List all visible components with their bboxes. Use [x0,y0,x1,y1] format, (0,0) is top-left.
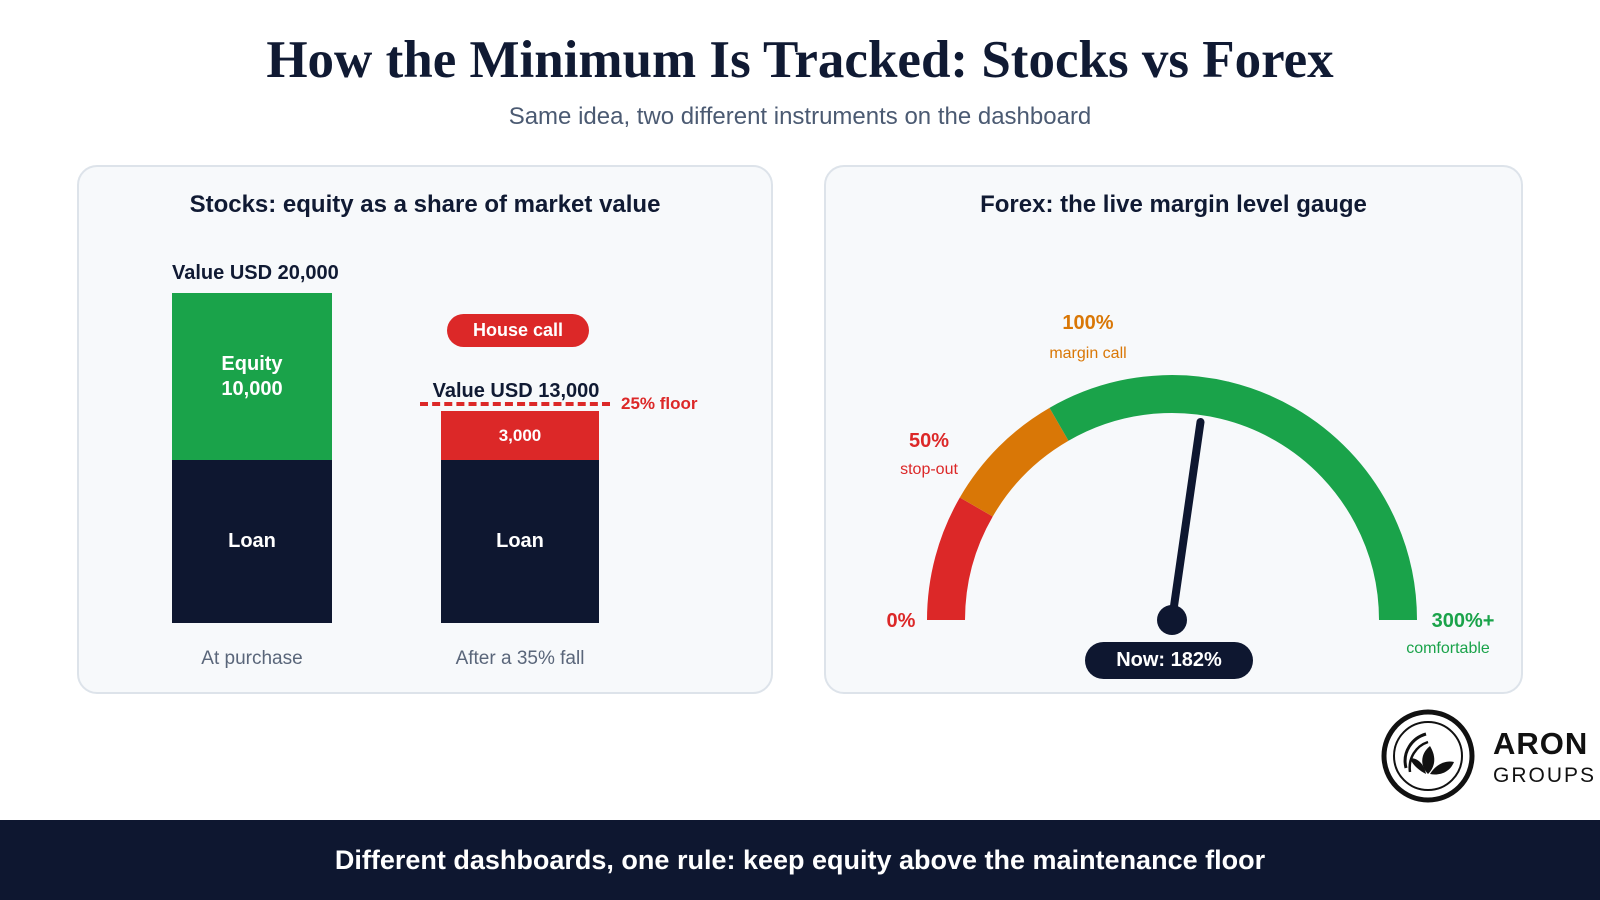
leaf-logo-icon [1381,709,1475,803]
after-fall-loan-label: Loan [496,530,544,552]
after-fall-equity-value: 3,000 [498,425,542,445]
after-fall-value-label: Value USD 13,000 [432,380,600,402]
purchase-caption: At purchase [201,648,303,669]
house-call-badge: House call [447,314,589,347]
stocks-panel-title: Stocks: equity as a share of market valu… [189,191,661,218]
gauge-stopout-zone [927,497,993,621]
current-margin-level-badge: Now: 182% [1085,642,1253,679]
maintenance-floor-label: 25% floor [621,394,698,413]
after-fall-equity-bar: 3,000 [441,411,599,460]
logo-name: ARON [1493,726,1589,761]
gauge-stopout-pct: 50% [908,430,950,452]
purchase-loan-label: Loan [228,530,276,552]
purchase-equity-value: 10,000 [221,377,283,400]
gauge-min-label: 0% [886,610,916,632]
gauge-hub [1157,605,1187,635]
aron-groups-logo: ARON GROUPS [1380,708,1594,804]
gauge-stopout-label: stop-out [900,461,958,478]
page-subtitle: Same idea, two different instruments on … [508,103,1092,130]
purchase-loan-bar: Loan [172,460,332,623]
after-fall-caption: After a 35% fall [455,648,585,669]
gauge-max-label: comfortable [1406,640,1490,657]
gauge-max-pct: 300%+ [1431,610,1495,632]
maintenance-floor-line [420,402,610,406]
after-fall-loan-bar: Loan [441,460,599,623]
gauge-margin-call-label: margin call [1049,345,1127,362]
gauge-margin-call-pct: 100% [1062,312,1114,334]
footer-text: Different dashboards, one rule: keep equ… [334,844,1266,875]
purchase-value-label: Value USD 20,000 [172,262,339,284]
logo-subname: GROUPS [1493,764,1597,787]
footer-banner: Different dashboards, one rule: keep equ… [0,820,1600,900]
gauge-needle [1168,418,1205,624]
purchase-equity-label: Equity [221,352,283,375]
page-title: How the Minimum Is Tracked: Stocks vs Fo… [266,31,1334,89]
purchase-equity-bar: Equity 10,000 [172,293,332,460]
gauge-comfortable-zone [1049,375,1417,621]
gauge-margin-call-zone [959,407,1069,517]
forex-panel-title: Forex: the live margin level gauge [980,191,1367,218]
